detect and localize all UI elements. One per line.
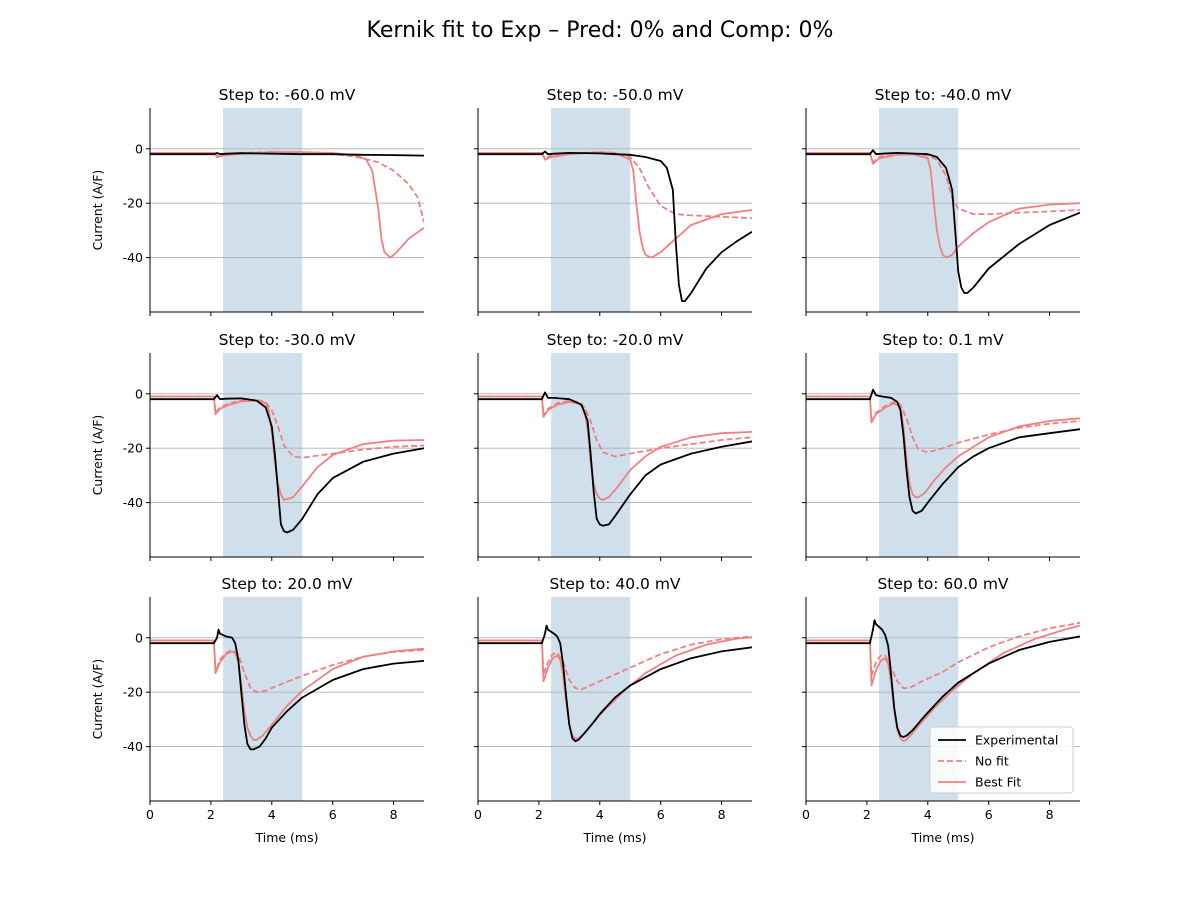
series-experimental xyxy=(150,628,424,751)
series-experimental xyxy=(478,150,752,302)
y-axis-label: Current (A/F) xyxy=(90,170,105,251)
y-tick-label: 0 xyxy=(135,630,143,645)
shaded-span xyxy=(551,597,631,801)
x-tick-label: 6 xyxy=(985,807,993,822)
panel-title: Step to: 0.1 mV xyxy=(882,331,1004,349)
series-no-fit xyxy=(806,395,1080,454)
panel-title: Step to: -40.0 mV xyxy=(875,86,1012,104)
x-tick-label: 8 xyxy=(390,807,398,822)
panel-1: -40 -20 0 Step to: -60.0 mV Current (A/F) xyxy=(90,86,424,316)
series-no-fit xyxy=(478,635,752,691)
panel-title: Step to: 60.0 mV xyxy=(877,575,1008,593)
x-tick-label: 4 xyxy=(268,807,276,822)
series-no-fit xyxy=(478,151,752,220)
series-experimental xyxy=(806,619,1080,738)
y-tick-label: 0 xyxy=(135,386,143,401)
series-experimental xyxy=(150,152,424,157)
x-tick-label: 4 xyxy=(596,807,604,822)
shaded-span xyxy=(223,353,303,557)
panel-title: Step to: -50.0 mV xyxy=(547,86,684,104)
series-best-fit xyxy=(478,395,752,501)
shaded-span xyxy=(223,108,303,312)
x-tick-label: 0 xyxy=(802,807,810,822)
series-experimental xyxy=(806,149,1080,294)
y-tick-label: -20 xyxy=(123,441,143,456)
legend-label: No fit xyxy=(975,754,1009,769)
y-tick-label: -20 xyxy=(123,196,143,211)
y-axis-label: Current (A/F) xyxy=(90,415,105,496)
series-experimental xyxy=(806,388,1080,515)
panel-title: Step to: 40.0 mV xyxy=(549,575,680,593)
shaded-span xyxy=(223,597,303,801)
x-tick-label: 4 xyxy=(924,807,932,822)
panel-9: 0 2 4 6 8 Step to: 60.0 mV Time (ms) xyxy=(802,575,1080,845)
series-no-fit xyxy=(478,395,752,458)
series-experimental xyxy=(478,391,752,527)
y-tick-label: -40 xyxy=(123,739,143,754)
series-no-fit xyxy=(806,152,1080,215)
series-best-fit xyxy=(478,636,752,740)
x-tick-label: 0 xyxy=(146,807,154,822)
series-best-fit xyxy=(806,152,1080,259)
shaded-span xyxy=(879,108,959,312)
y-tick-label: -20 xyxy=(123,685,143,700)
series-best-fit xyxy=(150,639,424,741)
x-axis-label: Time (ms) xyxy=(582,830,646,845)
x-tick-label: 2 xyxy=(207,807,215,822)
figure-title: Kernik fit to Exp – Pred: 0% and Comp: 0… xyxy=(367,18,834,43)
panel-7: -40 -20 0 0 2 4 6 8 Step to: 20.0 mV Current (A/F… xyxy=(90,575,424,845)
panel-3: Step to: -40.0 mV xyxy=(802,86,1080,316)
panel-2: Step to: -50.0 mV xyxy=(474,86,752,316)
shaded-span xyxy=(879,353,959,557)
shaded-span xyxy=(551,108,631,312)
series-experimental xyxy=(478,624,752,743)
x-tick-label: 8 xyxy=(718,807,726,822)
y-tick-label: 0 xyxy=(135,141,143,156)
legend-label: Best Fit xyxy=(975,775,1021,790)
legend: Experimental No fit Best Fit xyxy=(929,726,1074,794)
panel-6: Step to: 0.1 mV xyxy=(802,331,1080,561)
panel-5: Step to: -20.0 mV xyxy=(474,331,752,561)
x-tick-label: 0 xyxy=(474,807,482,822)
x-tick-label: 2 xyxy=(863,807,871,822)
panel-title: Step to: -20.0 mV xyxy=(547,331,684,349)
legend-label: Experimental xyxy=(975,733,1058,748)
x-tick-label: 2 xyxy=(535,807,543,822)
x-axis-label: Time (ms) xyxy=(910,830,974,845)
series-best-fit xyxy=(806,395,1080,499)
series-no-fit xyxy=(806,621,1080,689)
panel-title: Step to: -60.0 mV xyxy=(219,86,356,104)
y-tick-label: -40 xyxy=(123,495,143,510)
series-experimental xyxy=(150,394,424,534)
panel-title: Step to: 20.0 mV xyxy=(221,575,352,593)
x-tick-label: 6 xyxy=(657,807,665,822)
x-axis-label: Time (ms) xyxy=(254,830,318,845)
panel-title: Step to: -30.0 mV xyxy=(219,331,356,349)
y-tick-label: -40 xyxy=(123,250,143,265)
panel-8: 0 2 4 6 8 Step to: 40.0 mV Time (ms) xyxy=(474,575,752,845)
panel-4: -40 -20 0 Step to: -30.0 mV Current (A/F) xyxy=(90,331,424,561)
x-tick-label: 8 xyxy=(1046,807,1054,822)
x-tick-label: 6 xyxy=(329,807,337,822)
legend-box xyxy=(929,726,1074,794)
series-best-fit xyxy=(150,151,424,259)
y-axis-label: Current (A/F) xyxy=(90,659,105,740)
